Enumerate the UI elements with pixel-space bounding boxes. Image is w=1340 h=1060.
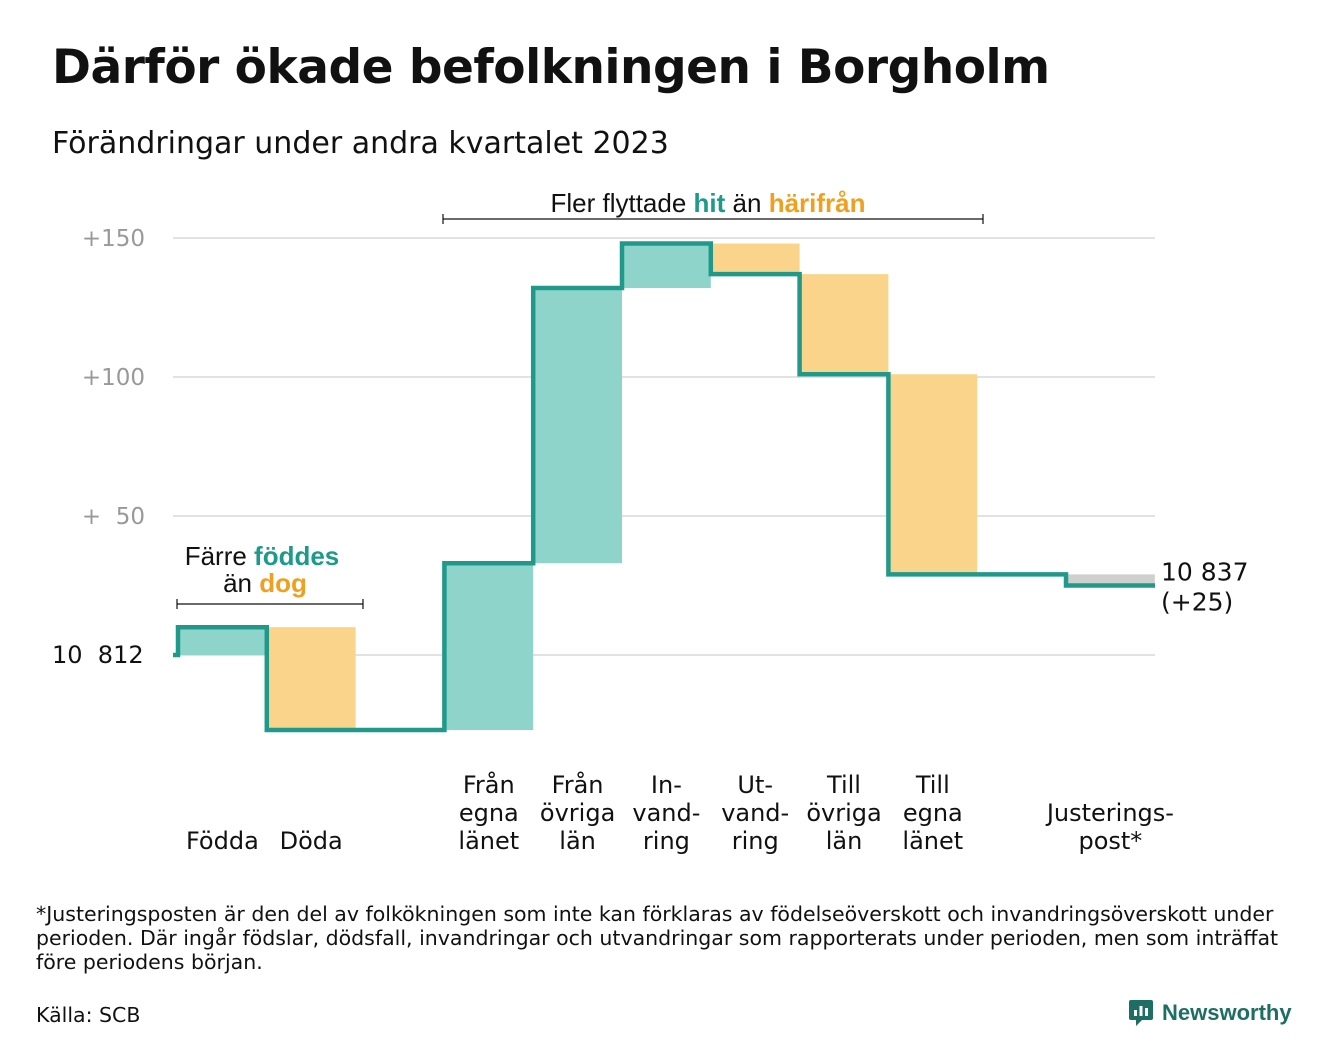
moves-annotation-text-2: än [725, 188, 768, 218]
y-tick-label: +100 [82, 365, 145, 391]
bar-layer [178, 243, 1155, 731]
svg-text:Färre föddes: Färre föddes [185, 541, 340, 571]
category-label: Justerings-post* [1045, 799, 1174, 855]
category-label: Födda [186, 827, 259, 855]
moves-annotation-highlight-2: härifrån [769, 188, 866, 218]
end-value-label: 10 837 [1161, 558, 1248, 587]
decrease-bar [799, 274, 889, 375]
svg-text:Fler flyttade hit än härifrån: Fler flyttade hit än härifrån [550, 188, 865, 218]
end-change-label: (+25) [1161, 588, 1233, 617]
category-label: Till övriga län [806, 771, 881, 855]
adjust-bar [1066, 574, 1155, 586]
y-tick-label: +150 [82, 226, 145, 252]
moves-annotation-bracket [442, 214, 984, 224]
waterfall-chart: +150 +100 + 50 10 812 Födda Döda Från egna läne… [52, 188, 1248, 856]
brand-name: Newsworthy [1162, 1000, 1292, 1025]
births-annotation: Färre föddes än dog [176, 541, 364, 609]
decrease-bar [710, 243, 800, 275]
category-label: In-vand-ring [632, 771, 700, 855]
category-label: Ut-vand-ring [721, 771, 789, 855]
chart-subtitle: Förändringar under andra kvartalet 2023 [52, 126, 669, 161]
label-layer: 10 812 Födda Döda Från egna länet Från övriga lä… [52, 558, 1248, 856]
newsworthy-logo-icon [1129, 1000, 1153, 1026]
start-value-label: 10 812 [52, 641, 144, 669]
moves-annotation-text-1: Fler flyttade [550, 188, 693, 218]
births-annotation-highlight-2: dog [259, 568, 307, 598]
moves-annotation: Fler flyttade hit än härifrån [442, 188, 984, 224]
births-annotation-text-2: än [223, 568, 259, 598]
source-note: Källa: SCB [36, 1003, 141, 1027]
y-tick-label: + 50 [82, 504, 145, 530]
increase-bar [444, 563, 534, 731]
births-annotation-text-1: Färre [185, 541, 254, 571]
decrease-bar [888, 374, 978, 575]
svg-text:än dog: än dog [223, 568, 307, 598]
cumulative-step-line [173, 241, 1155, 733]
births-annotation-highlight-1: föddes [254, 541, 339, 571]
chart-title: Därför ökade befolkningen i Borgholm [52, 40, 1050, 95]
footnote: *Justeringsposten är den del av folkökni… [36, 902, 1279, 974]
births-annotation-bracket [176, 599, 364, 609]
category-label: Till egna länet [902, 771, 963, 855]
increase-bar [533, 288, 622, 564]
category-label: Från övriga län [540, 770, 615, 855]
decrease-bar [266, 627, 356, 731]
increase-bar [622, 243, 711, 289]
moves-annotation-highlight-1: hit [694, 188, 726, 218]
increase-bar [178, 627, 267, 655]
category-label: Från egna länet [458, 770, 519, 855]
brand-logo: Newsworthy [1128, 998, 1292, 1028]
category-label: Döda [280, 827, 343, 855]
